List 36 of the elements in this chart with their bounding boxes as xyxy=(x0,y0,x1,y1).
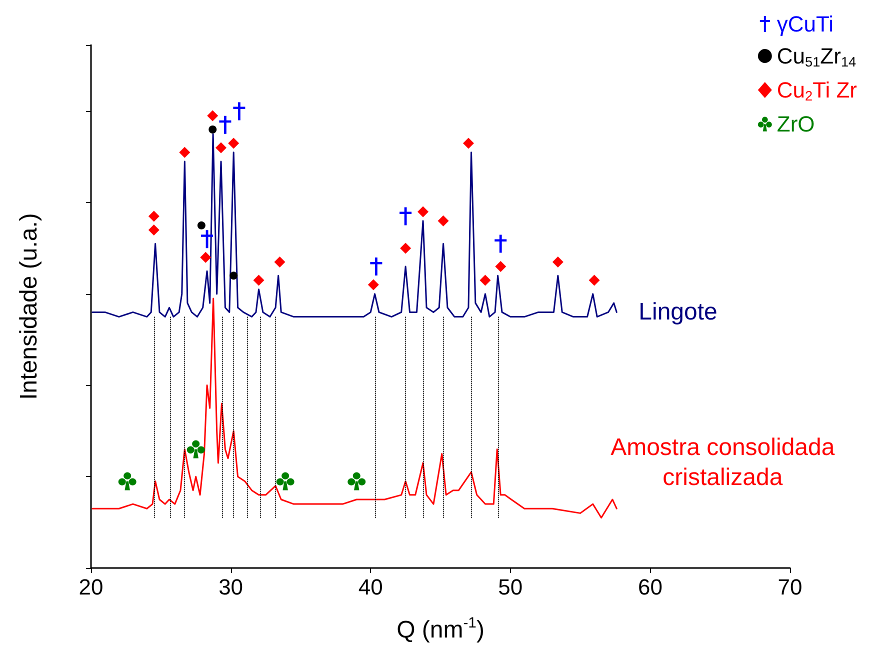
point xyxy=(230,272,238,280)
point xyxy=(200,252,212,263)
point xyxy=(480,274,491,286)
point xyxy=(418,206,429,218)
x-tick-label: 30 xyxy=(218,574,244,600)
point xyxy=(438,215,449,226)
y-axis-title: Intensidade (u.a.) xyxy=(16,213,42,400)
point xyxy=(179,146,190,158)
point xyxy=(495,261,506,272)
point xyxy=(197,221,206,230)
legend-label: γCuTi xyxy=(776,12,834,36)
point xyxy=(207,110,218,122)
point xyxy=(368,279,379,290)
point xyxy=(462,138,474,149)
series-label: Lingote xyxy=(638,298,718,326)
x-tick-label: 60 xyxy=(638,574,662,600)
point xyxy=(216,142,227,154)
point xyxy=(400,242,412,254)
point xyxy=(348,472,366,490)
point xyxy=(552,256,564,268)
point xyxy=(148,210,160,222)
x-tick-label: 70 xyxy=(778,574,802,600)
point xyxy=(588,274,600,286)
x-tick-label: 20 xyxy=(78,574,104,600)
point xyxy=(276,472,294,490)
point xyxy=(186,440,205,458)
point xyxy=(228,138,240,149)
series-label: Amostra consolidada cristalizada xyxy=(610,434,836,492)
point xyxy=(274,256,286,268)
x-tick-label: 50 xyxy=(498,574,523,600)
x-tick-label: 40 xyxy=(358,574,383,600)
point xyxy=(148,224,160,236)
point xyxy=(253,274,264,286)
point xyxy=(118,472,136,490)
legend-label: ZrO xyxy=(776,112,815,137)
point xyxy=(208,126,217,134)
